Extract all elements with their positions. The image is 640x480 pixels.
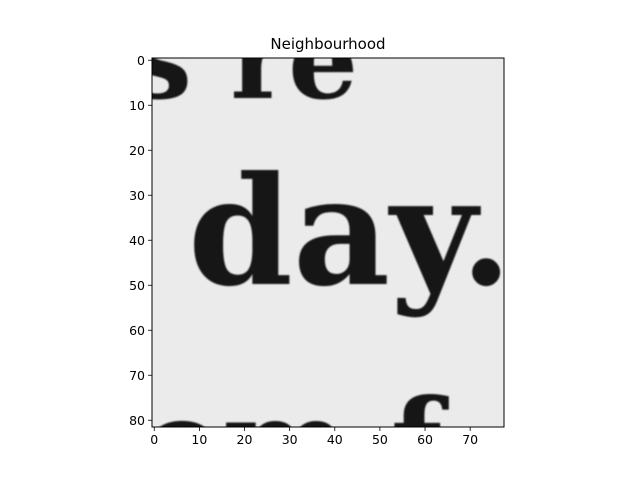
y-tick-label-8: 80: [129, 413, 145, 428]
y-tick-label-2: 20: [129, 143, 145, 158]
x-tick-label-5: 50: [372, 432, 388, 447]
y-tick-label-4: 40: [129, 233, 145, 248]
axes-frame: [151, 57, 505, 428]
y-axis: 0 10 20 30 40 50 60 70 80: [129, 53, 152, 428]
y-tick-label-7: 70: [129, 368, 145, 383]
x-axis: 0 10 20 30 40 50 60 70: [150, 427, 478, 447]
y-tick-label-5: 50: [129, 278, 145, 293]
bottom-text-fragment: om f: [142, 373, 450, 480]
x-tick-label-6: 60: [417, 432, 433, 447]
paper-background: [152, 58, 504, 427]
chart-title: Neighbourhood: [270, 35, 385, 53]
y-tick-label-0: 0: [137, 53, 145, 68]
x-tick-label-4: 40: [327, 432, 343, 447]
y-tick-label-1: 10: [129, 98, 145, 113]
x-tick-label-3: 30: [282, 432, 298, 447]
x-tick-label-1: 10: [191, 432, 207, 447]
top-text-fragment: s re: [130, 0, 358, 124]
x-tick-label-2: 20: [237, 432, 253, 447]
main-text-day: day.: [188, 144, 512, 320]
x-tick-label-0: 0: [150, 432, 158, 447]
x-tick-label-7: 70: [462, 432, 478, 447]
y-tick-label-3: 30: [129, 188, 145, 203]
image-panel: s re day. om f: [130, 0, 512, 480]
y-tick-label-6: 60: [129, 323, 145, 338]
